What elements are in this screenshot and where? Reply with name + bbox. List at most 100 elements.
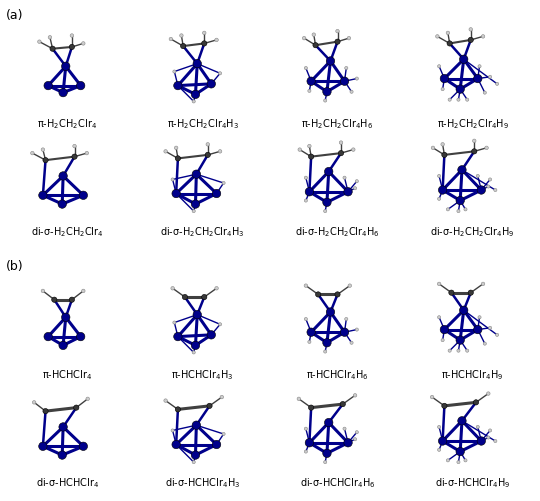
Circle shape <box>305 439 314 447</box>
Circle shape <box>59 172 68 181</box>
Circle shape <box>335 40 340 45</box>
Circle shape <box>222 432 225 436</box>
Circle shape <box>59 423 68 431</box>
Circle shape <box>456 86 464 94</box>
Circle shape <box>449 291 454 296</box>
Circle shape <box>191 200 200 209</box>
Circle shape <box>323 210 327 213</box>
Circle shape <box>325 168 333 176</box>
Circle shape <box>192 351 195 354</box>
Circle shape <box>437 198 441 201</box>
Circle shape <box>477 186 485 195</box>
Circle shape <box>476 175 480 178</box>
Circle shape <box>41 148 45 152</box>
Circle shape <box>32 401 36 404</box>
Circle shape <box>215 287 218 291</box>
Circle shape <box>171 178 174 182</box>
Circle shape <box>323 350 327 353</box>
Circle shape <box>448 349 451 353</box>
Circle shape <box>205 153 211 158</box>
Text: π-HCHCIr$_4$H$_3$: π-HCHCIr$_4$H$_3$ <box>171 367 234 381</box>
Circle shape <box>43 158 48 163</box>
Circle shape <box>183 295 187 300</box>
Circle shape <box>222 182 225 185</box>
Circle shape <box>476 425 480 429</box>
Circle shape <box>474 400 478 405</box>
Circle shape <box>457 210 460 213</box>
Circle shape <box>218 150 222 154</box>
Circle shape <box>39 192 47 200</box>
Circle shape <box>62 63 70 71</box>
Circle shape <box>340 78 349 86</box>
Circle shape <box>69 298 75 303</box>
Circle shape <box>315 292 321 298</box>
Circle shape <box>50 47 55 52</box>
Circle shape <box>325 418 333 427</box>
Text: (b): (b) <box>5 259 23 272</box>
Circle shape <box>62 314 70 322</box>
Circle shape <box>77 82 85 91</box>
Circle shape <box>481 283 485 286</box>
Circle shape <box>447 459 449 462</box>
Text: π-H$_2$CH$_2$CIr$_4$H$_3$: π-H$_2$CH$_2$CIr$_4$H$_3$ <box>166 117 239 130</box>
Circle shape <box>169 38 173 42</box>
Circle shape <box>494 189 497 192</box>
Circle shape <box>305 318 307 321</box>
Circle shape <box>458 166 466 175</box>
Circle shape <box>308 405 314 410</box>
Text: π-H$_2$CH$_2$CIr$_4$H$_9$: π-H$_2$CH$_2$CIr$_4$H$_9$ <box>436 117 509 130</box>
Circle shape <box>489 429 491 432</box>
Circle shape <box>431 147 435 150</box>
Text: π-H$_2$CH$_2$CIr$_4$H$_6$: π-H$_2$CH$_2$CIr$_4$H$_6$ <box>301 117 374 130</box>
Circle shape <box>73 405 79 410</box>
Circle shape <box>176 156 180 162</box>
Text: di-σ-H$_2$CH$_2$CIr$_4$H$_9$: di-σ-H$_2$CH$_2$CIr$_4$H$_9$ <box>430 224 515 238</box>
Circle shape <box>354 438 356 441</box>
Circle shape <box>447 42 453 47</box>
Text: di-σ-HCHCIr$_4$: di-σ-HCHCIr$_4$ <box>36 475 99 488</box>
Circle shape <box>465 349 469 353</box>
Circle shape <box>313 44 318 49</box>
Circle shape <box>464 208 467 211</box>
Circle shape <box>307 78 315 86</box>
Circle shape <box>456 447 464 456</box>
Circle shape <box>323 339 331 347</box>
Circle shape <box>437 316 441 319</box>
Circle shape <box>220 396 224 399</box>
Circle shape <box>79 192 87 200</box>
Circle shape <box>481 36 485 39</box>
Circle shape <box>172 440 180 449</box>
Circle shape <box>437 283 441 286</box>
Circle shape <box>335 292 340 298</box>
Circle shape <box>457 349 460 353</box>
Circle shape <box>308 341 311 344</box>
Circle shape <box>487 436 490 439</box>
Circle shape <box>297 397 301 401</box>
Circle shape <box>48 37 52 40</box>
Circle shape <box>457 460 460 464</box>
Circle shape <box>339 151 343 156</box>
Text: (a): (a) <box>5 9 23 22</box>
Text: di-σ-H$_2$CH$_2$CIr$_4$: di-σ-H$_2$CH$_2$CIr$_4$ <box>31 224 104 238</box>
Circle shape <box>442 403 447 409</box>
Circle shape <box>483 92 487 95</box>
Circle shape <box>215 39 218 43</box>
Circle shape <box>460 56 468 64</box>
Circle shape <box>191 451 200 459</box>
Circle shape <box>339 141 343 145</box>
Circle shape <box>323 199 331 207</box>
Circle shape <box>352 148 355 152</box>
Circle shape <box>41 290 45 293</box>
Circle shape <box>430 396 434 399</box>
Circle shape <box>472 140 476 143</box>
Circle shape <box>441 88 444 92</box>
Circle shape <box>437 66 441 69</box>
Circle shape <box>437 425 441 429</box>
Circle shape <box>354 187 356 190</box>
Text: di-σ-H$_2$CH$_2$CIr$_4$H$_3$: di-σ-H$_2$CH$_2$CIr$_4$H$_3$ <box>160 224 245 238</box>
Circle shape <box>489 178 491 182</box>
Circle shape <box>436 36 439 39</box>
Circle shape <box>336 30 339 34</box>
Circle shape <box>483 342 487 346</box>
Circle shape <box>440 75 449 84</box>
